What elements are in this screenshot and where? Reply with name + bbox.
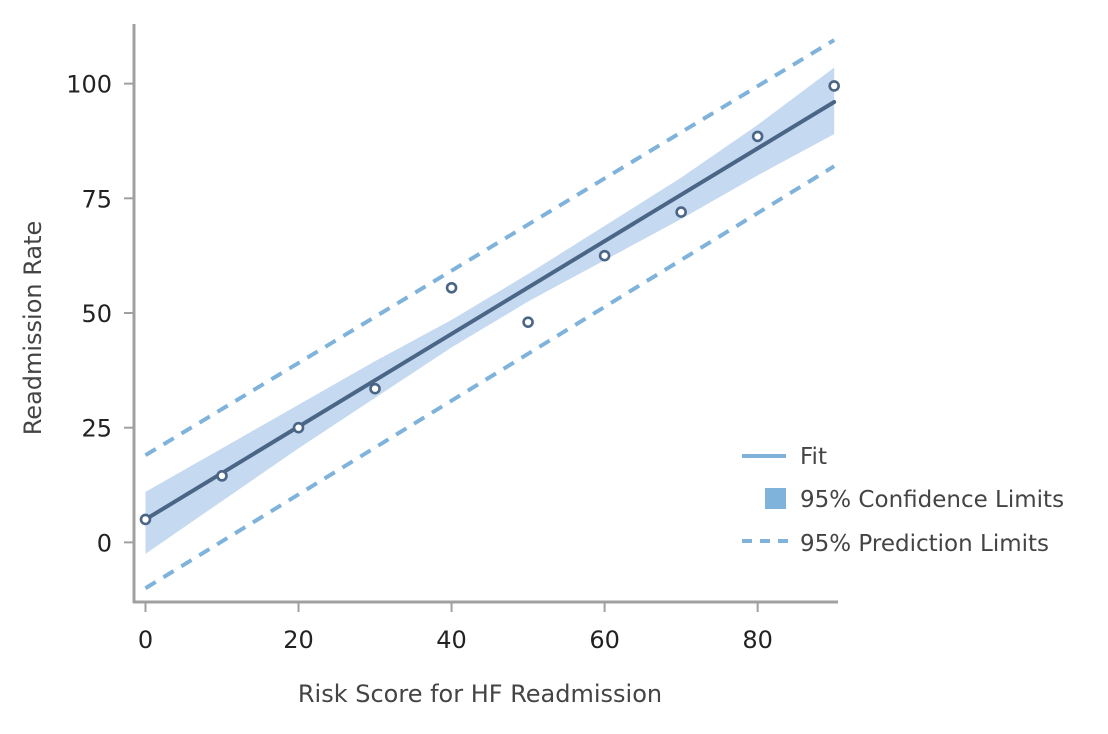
legend-prediction-label: 95% Prediction Limits bbox=[800, 531, 1049, 557]
x-tick-label: 60 bbox=[589, 626, 620, 654]
x-tick-label: 20 bbox=[283, 626, 314, 654]
data-point bbox=[369, 382, 381, 395]
data-point bbox=[751, 130, 764, 143]
data-point bbox=[598, 249, 611, 262]
data-point bbox=[445, 281, 458, 294]
legend: Fit 95% Confidence Limits 95% Prediction… bbox=[742, 444, 1064, 557]
data-point bbox=[522, 316, 534, 328]
data-point bbox=[216, 470, 228, 482]
y-tick-label: 75 bbox=[81, 185, 112, 213]
x-tick-label: 80 bbox=[742, 626, 773, 654]
prediction-lower-line bbox=[144, 164, 836, 590]
y-tick-label: 100 bbox=[66, 71, 112, 99]
data-point bbox=[292, 421, 305, 434]
legend-fit-label: Fit bbox=[800, 444, 827, 470]
y-axis-title: Readmission Rate bbox=[19, 221, 47, 436]
data-point bbox=[139, 513, 152, 526]
x-tick-label: 0 bbox=[138, 626, 153, 654]
legend-confidence-label: 95% Confidence Limits bbox=[800, 487, 1064, 513]
prediction-upper-line bbox=[144, 38, 836, 457]
data-point bbox=[828, 80, 840, 92]
x-tick-label: 40 bbox=[436, 626, 467, 654]
plot-area bbox=[139, 38, 840, 590]
data-point bbox=[675, 206, 687, 218]
fit-line bbox=[143, 99, 837, 522]
legend-confidence-swatch bbox=[765, 488, 786, 509]
x-axis-title: Risk Score for HF Readmission bbox=[298, 680, 662, 708]
y-tick-label: 50 bbox=[81, 300, 112, 328]
y-tick-label: 0 bbox=[97, 529, 112, 557]
y-tick-label: 25 bbox=[81, 415, 112, 443]
y-axis-ticks: 0 25 50 75 100 bbox=[66, 71, 134, 557]
x-axis-ticks: 0 20 40 60 80 bbox=[138, 602, 773, 654]
